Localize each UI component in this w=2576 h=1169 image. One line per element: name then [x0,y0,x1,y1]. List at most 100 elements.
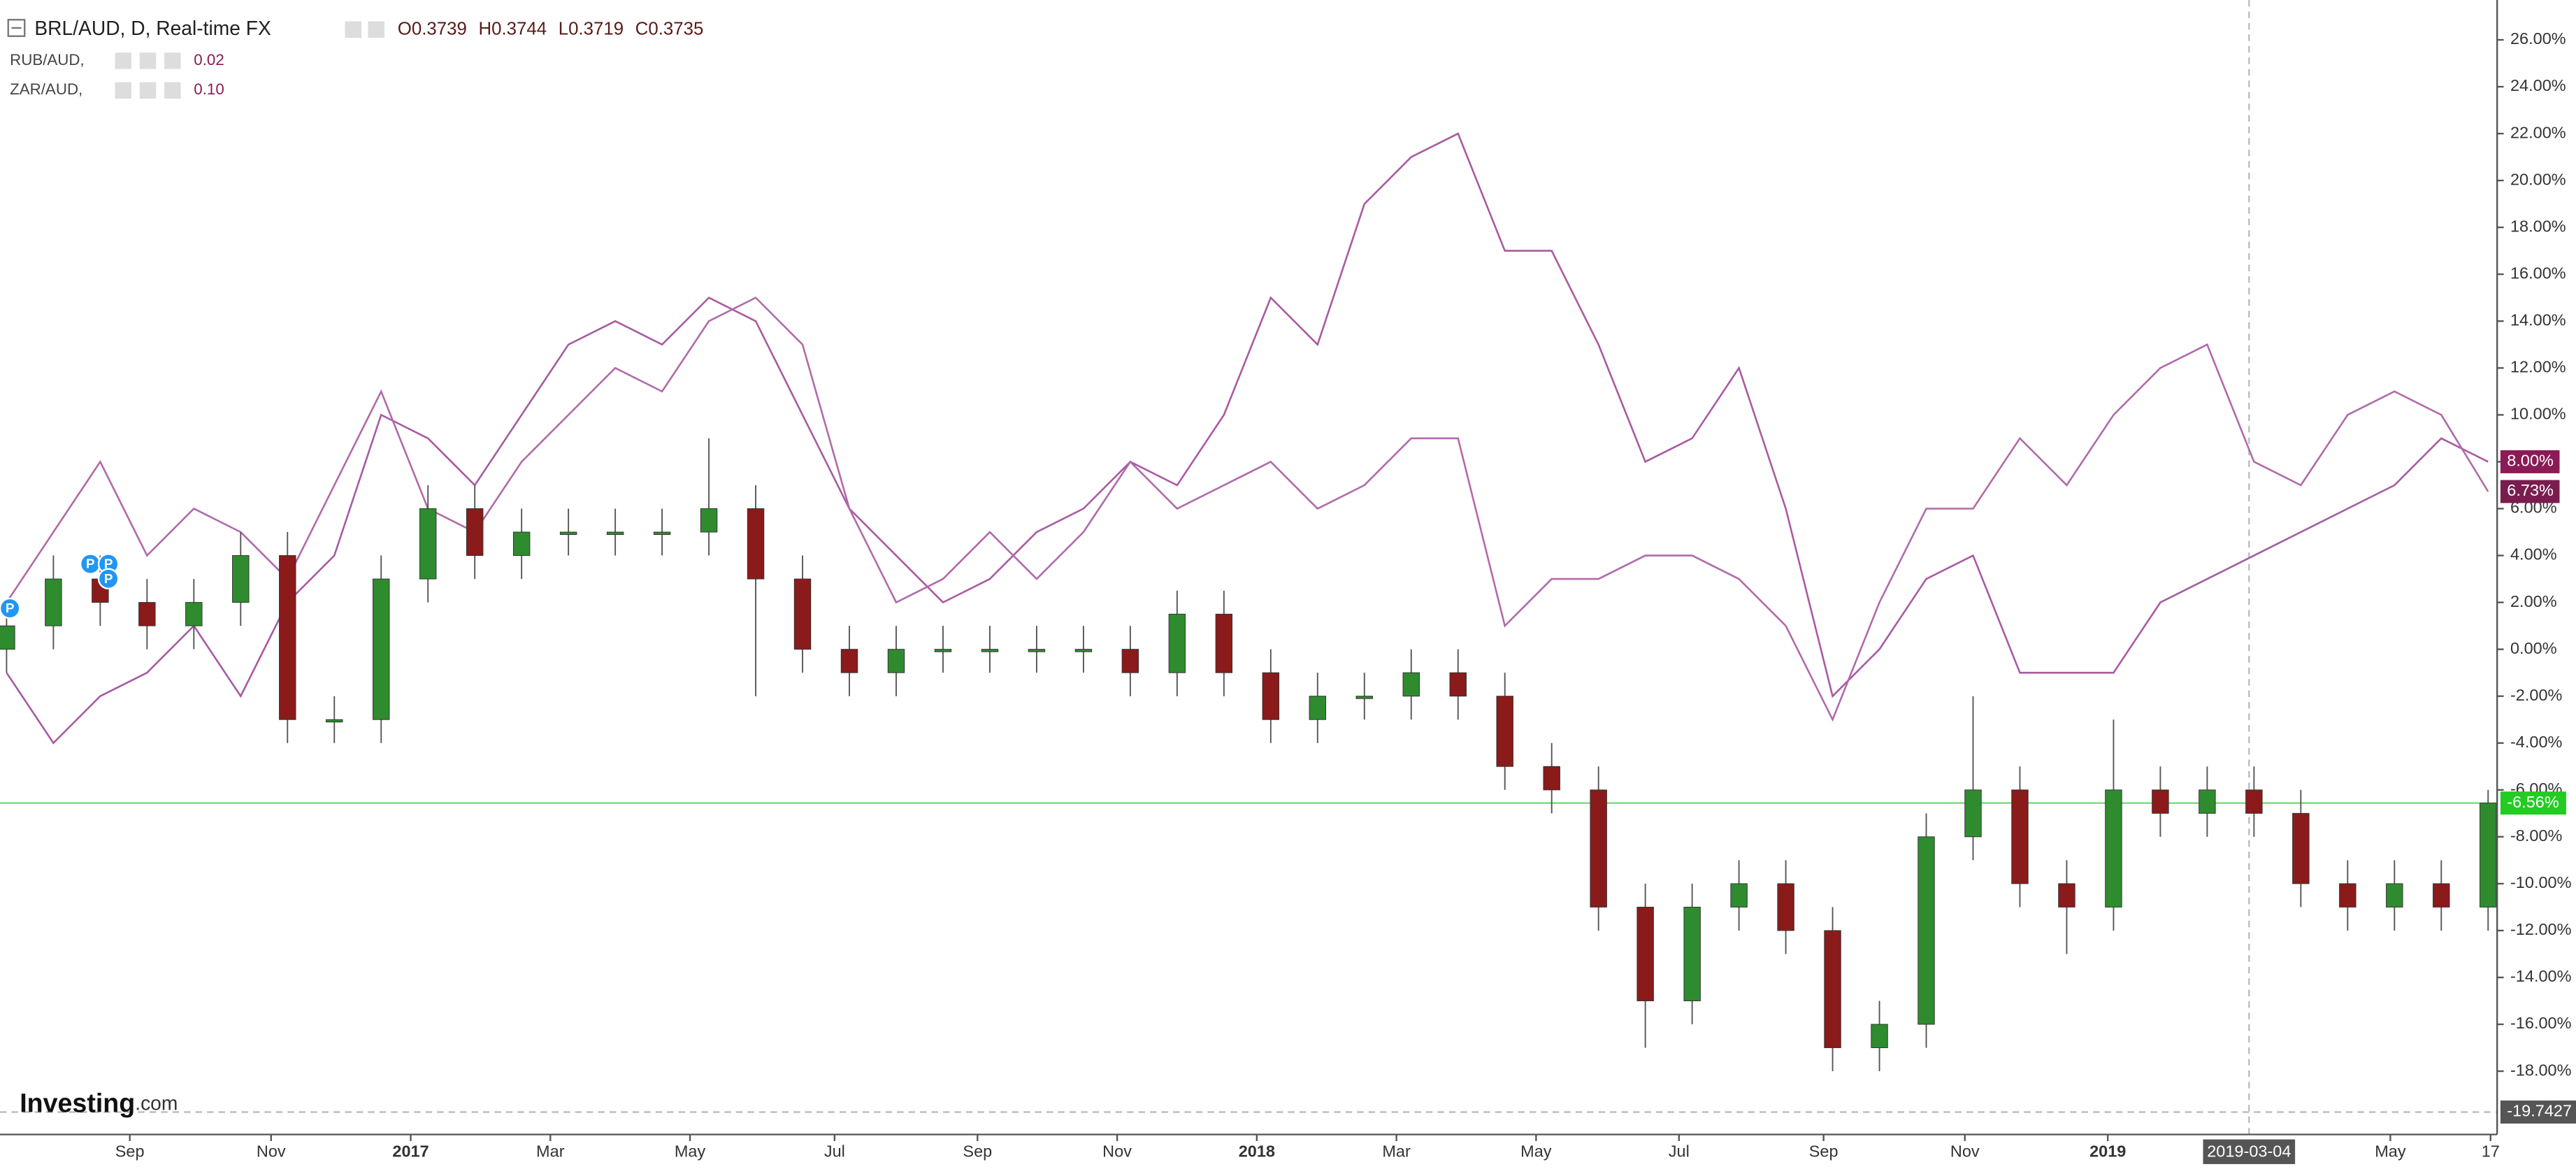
candle-body [1590,789,1607,908]
legend-icon[interactable] [164,82,181,99]
crosshair-time-label: 2019-03-04 [2207,1142,2291,1161]
event-marker[interactable] [97,568,120,590]
settings-icon[interactable] [368,21,384,38]
last-value-label: 6.73% [2507,481,2554,499]
collapse-icon[interactable] [7,19,26,37]
x-tick-label: Sep [1809,1142,1839,1161]
candle-body [45,578,62,626]
y-tick-label: 22.00% [2510,123,2566,141]
candle-body [1543,766,1560,791]
x-tick-label: Nov [1950,1142,1980,1161]
y-tick-label: -2.00% [2510,686,2563,704]
open: O0.3739 [398,19,467,38]
legend-icon[interactable] [164,52,181,69]
legend-name[interactable]: RUB/AUD, [10,51,85,69]
x-tick-label: May [675,1142,706,1161]
y-tick-label: 18.00% [2510,217,2566,235]
candle-body [373,578,390,720]
symbol-title[interactable]: BRL/AUD, D, Real-time FX [34,17,271,39]
candle-body [1730,883,1748,908]
x-tick-label: 2018 [1239,1142,1275,1161]
last-value-badge [2500,450,2560,473]
candle-body [840,649,858,673]
candle-body [2105,789,2122,908]
candle-body [466,508,484,557]
candle-body [1683,906,1701,1001]
legend-name[interactable]: ZAR/AUD, [10,80,82,98]
y-tick-label: 24.00% [2510,76,2566,94]
candle-body [2480,803,2497,908]
candle-body [747,508,765,580]
y-tick-label: -10.00% [2510,873,2572,891]
compare-line [6,296,2489,722]
legend-value: 0.02 [194,51,224,69]
legend-icon[interactable] [139,52,157,69]
y-tick-label: 14.00% [2510,310,2566,329]
low: L0.3719 [559,19,624,38]
y-tick-label: 16.00% [2510,264,2566,282]
crosshair-time-badge [2203,1139,2296,1164]
candle-body [1402,672,1420,697]
legend-icon[interactable] [115,52,132,69]
ohlc: O0.3739 H0.3744 L0.3719 C0.3735 [398,19,704,38]
candle-body [1262,672,1280,720]
x-tick-label: 2017 [392,1142,429,1161]
x-tick-label: 17 [2482,1142,2500,1161]
last-value-label: 8.00% [2507,452,2554,470]
y-tick-label: -14.00% [2510,967,2572,985]
x-tick-label: Mar [536,1142,565,1161]
candle-body [1355,696,1374,699]
legend-icon[interactable] [139,82,157,99]
y-tick-label: 12.00% [2510,358,2566,376]
plot-area [0,0,2498,1135]
candle-body [887,649,905,673]
y-tick-label: 10.00% [2510,405,2566,423]
candle-body [2199,789,2216,814]
y-tick-label: 0.00% [2510,639,2557,657]
candle-body [279,555,296,720]
x-tick-label: Jul [1669,1142,1690,1161]
x-tick-label: Nov [257,1142,286,1161]
candle-body [700,508,718,533]
compare-line [6,132,2489,745]
candle-body [185,602,203,626]
candle-body [1871,1024,1888,1049]
legend-icon[interactable] [115,82,132,99]
close: C0.3735 [635,19,704,38]
crosshair-price-label: -19.7427 [2507,1102,2572,1120]
candle-body [2433,883,2450,908]
candle-body [1121,649,1139,673]
x-tick-label: Sep [115,1142,145,1161]
candle-body [1636,906,1654,1001]
candle-body [419,508,437,580]
event-marker-label: P [104,557,113,571]
y-tick-label: -18.00% [2510,1061,2572,1079]
x-tick-label: Nov [1102,1142,1132,1161]
candle-body [1917,836,1935,1025]
candle-body [1964,789,1982,838]
candle-body [2011,789,2029,884]
y-tick-label: -16.00% [2510,1014,2572,1032]
event-marker[interactable] [0,597,21,619]
candle-body [138,602,156,626]
candle-body [2292,812,2310,884]
y-tick-label: -4.00% [2510,733,2563,751]
candle-body [2386,883,2403,908]
x-tick-label: 2019 [2089,1142,2126,1161]
settings-icon[interactable] [345,21,362,38]
candle-body [606,531,624,536]
logo-brand: Investing [20,1088,135,1117]
candle-body [326,719,343,723]
candle-body [2339,883,2356,908]
candle-body [934,649,952,652]
candle-body [1028,649,1046,652]
x-tick-label: Mar [1382,1142,1411,1161]
candle-body [0,625,15,650]
y-tick-label: 20.00% [2510,170,2566,188]
high: H0.3744 [478,19,547,38]
x-tick-label: Sep [963,1142,992,1161]
last-value-badge [2500,480,2560,503]
candle-body [1824,930,1841,1049]
